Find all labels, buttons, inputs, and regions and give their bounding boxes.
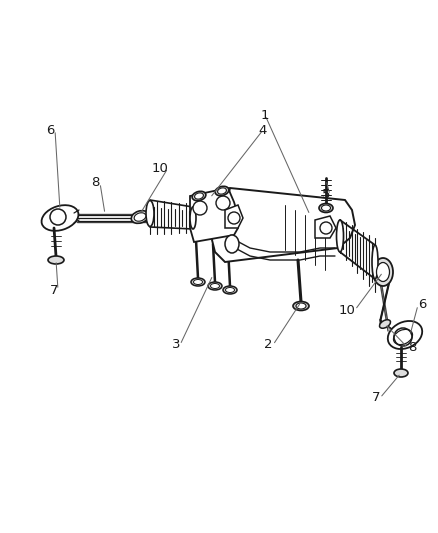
Ellipse shape [372, 258, 392, 286]
Ellipse shape [292, 302, 308, 311]
Text: 10: 10 [151, 161, 168, 174]
Circle shape [50, 209, 66, 225]
Text: 2: 2 [264, 338, 272, 351]
Ellipse shape [393, 369, 407, 377]
Ellipse shape [191, 278, 205, 286]
Ellipse shape [336, 220, 343, 252]
Polygon shape [212, 188, 354, 262]
Ellipse shape [210, 284, 219, 288]
Polygon shape [190, 188, 237, 242]
Ellipse shape [321, 205, 330, 211]
Polygon shape [225, 205, 243, 228]
Ellipse shape [192, 191, 205, 201]
Text: 8: 8 [407, 342, 415, 354]
Text: 6: 6 [417, 298, 425, 311]
Ellipse shape [225, 235, 238, 253]
Ellipse shape [193, 279, 202, 285]
Ellipse shape [379, 320, 389, 328]
Ellipse shape [48, 256, 64, 264]
Ellipse shape [295, 303, 305, 309]
Text: 8: 8 [92, 176, 100, 190]
Ellipse shape [42, 205, 78, 231]
Ellipse shape [387, 321, 421, 349]
Text: 6: 6 [46, 124, 55, 136]
Polygon shape [314, 216, 335, 238]
Text: 3: 3 [171, 338, 180, 351]
Ellipse shape [223, 286, 237, 294]
Ellipse shape [208, 282, 222, 290]
Text: 4: 4 [258, 124, 267, 136]
Circle shape [215, 196, 230, 210]
Ellipse shape [146, 200, 154, 227]
Text: 1: 1 [260, 109, 268, 122]
Ellipse shape [190, 207, 195, 229]
Ellipse shape [215, 187, 228, 196]
Text: 10: 10 [337, 303, 354, 317]
Text: 7: 7 [371, 392, 379, 405]
Ellipse shape [134, 213, 145, 221]
Ellipse shape [318, 204, 332, 213]
Ellipse shape [371, 245, 377, 279]
Circle shape [319, 222, 331, 234]
Ellipse shape [376, 262, 389, 281]
Text: 7: 7 [49, 284, 58, 296]
Circle shape [193, 201, 207, 215]
Ellipse shape [194, 193, 203, 199]
Ellipse shape [225, 287, 234, 293]
Circle shape [393, 328, 411, 346]
Ellipse shape [131, 211, 148, 223]
Text: 5: 5 [321, 189, 329, 201]
Circle shape [227, 212, 240, 224]
Ellipse shape [217, 188, 226, 194]
